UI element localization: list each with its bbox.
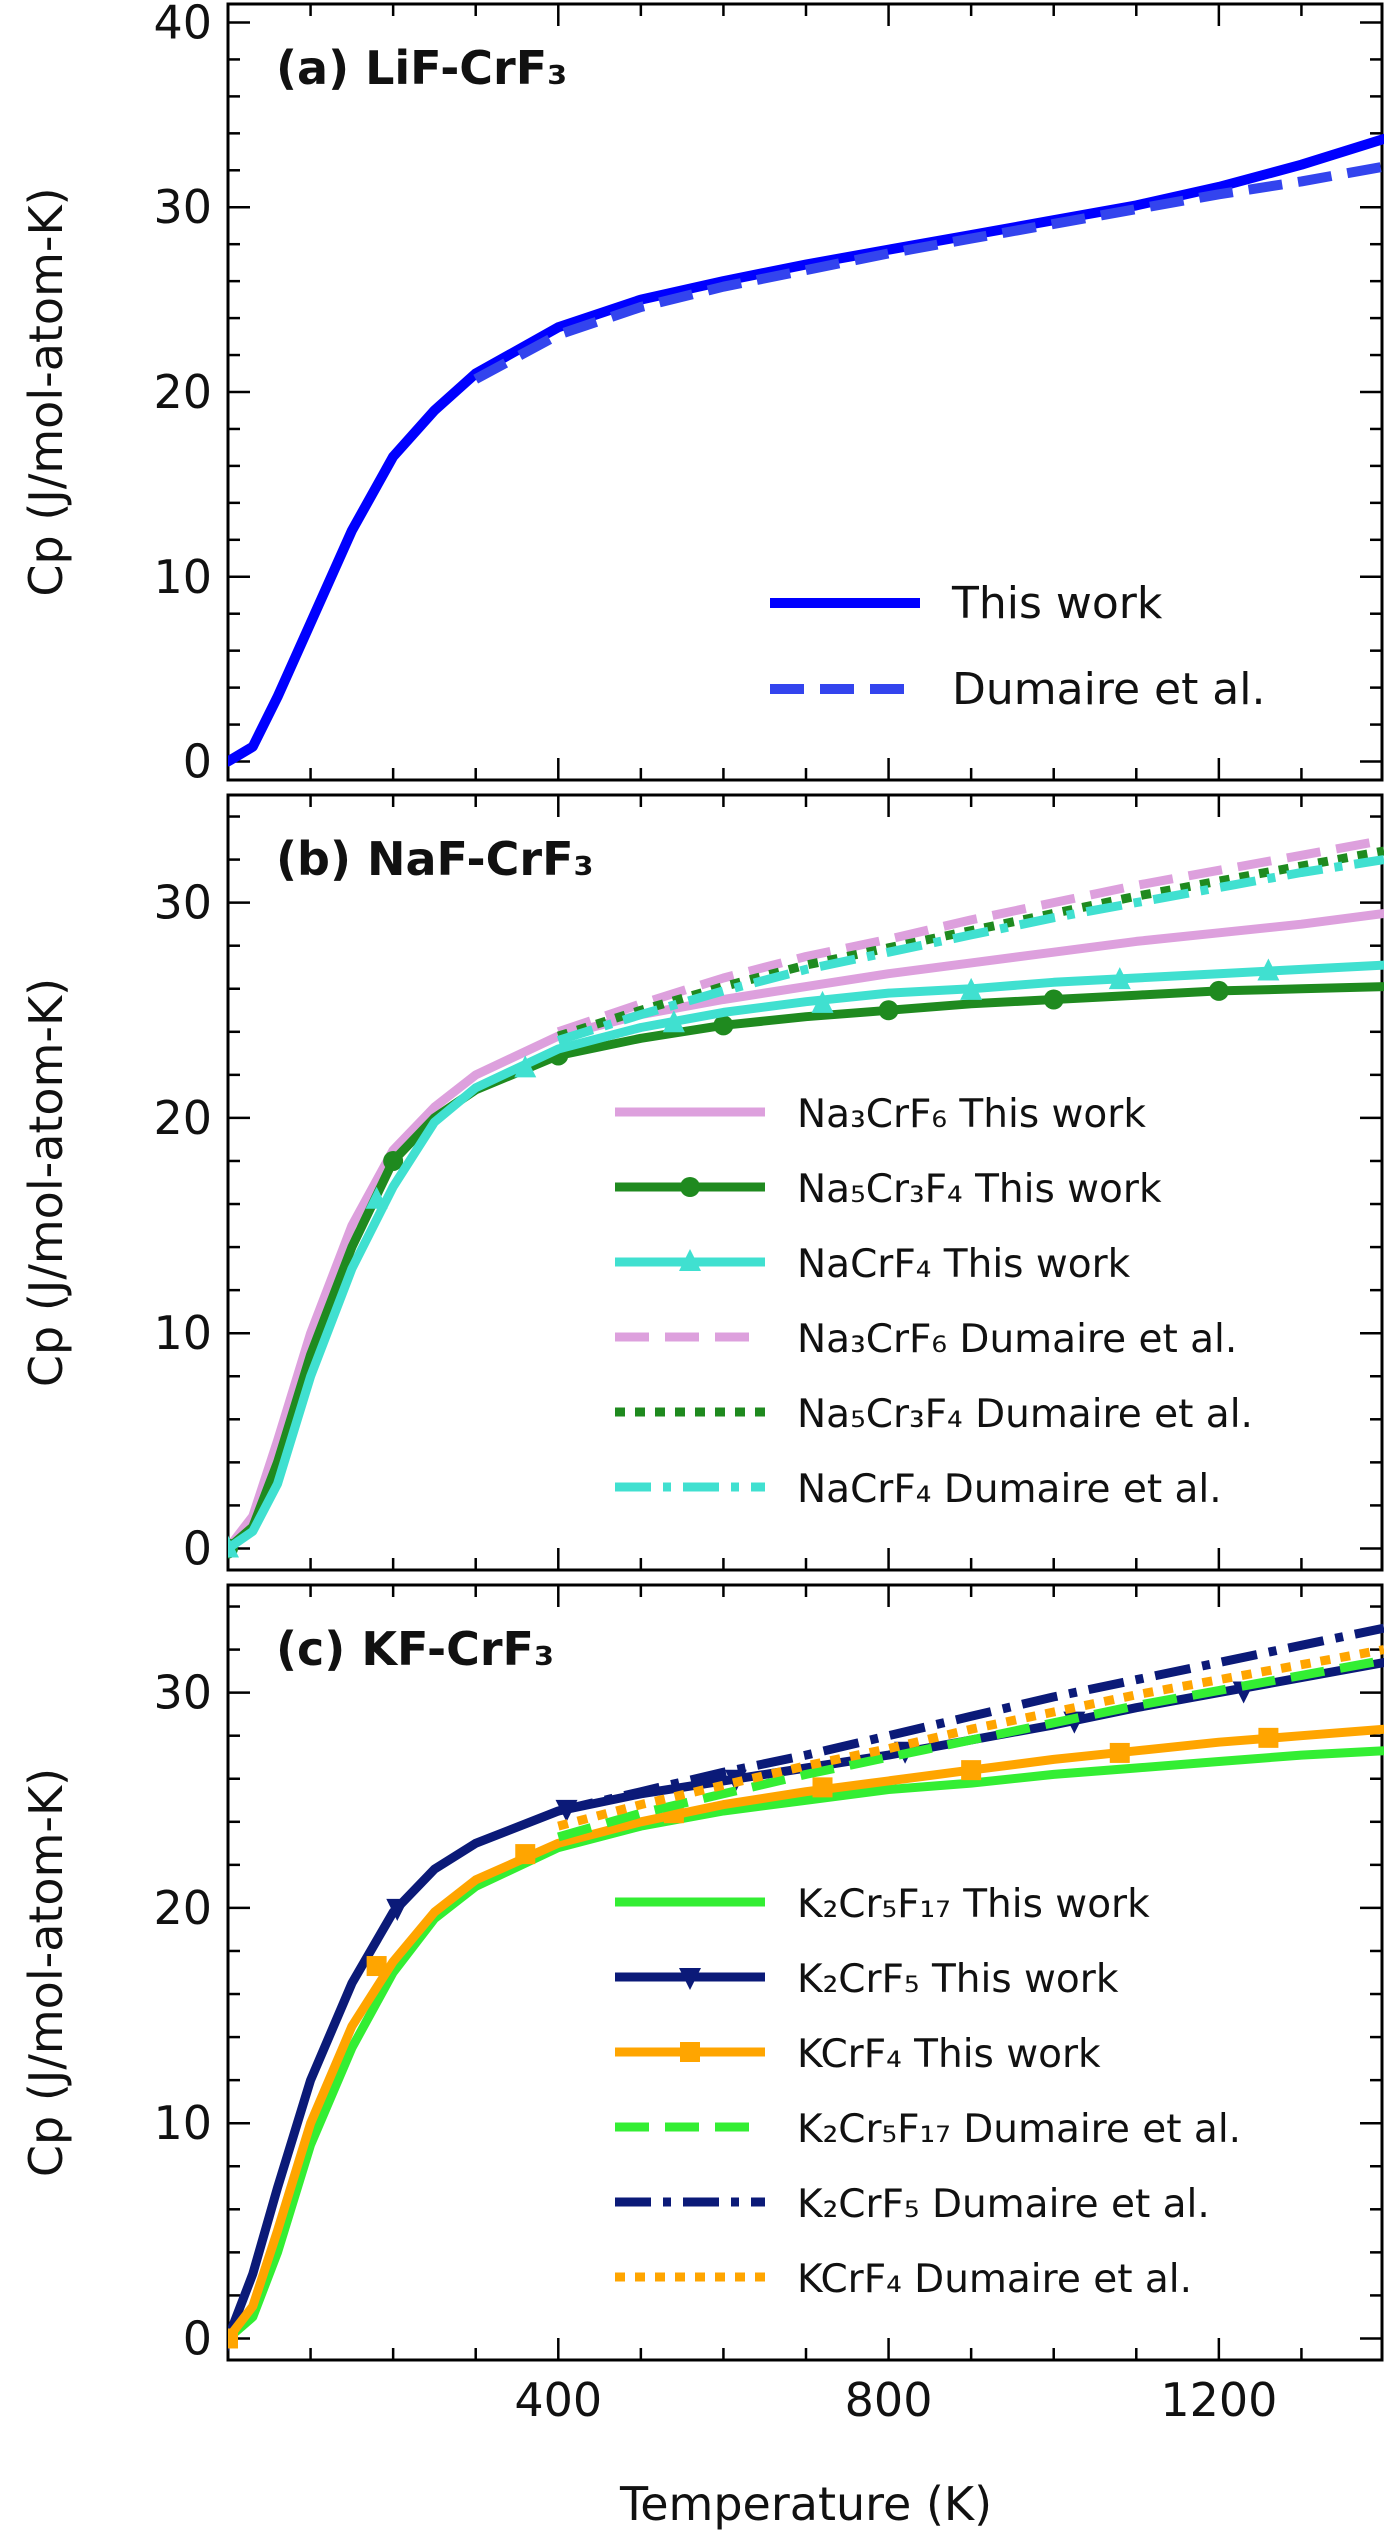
y-tick-label: 0 — [183, 735, 212, 789]
y-axis-title: Cp (J/mol-atom-K) — [19, 978, 73, 1387]
y-tick-label: 30 — [153, 1666, 212, 1720]
y-tick-label: 0 — [183, 2311, 212, 2365]
series-marker — [383, 1150, 404, 1171]
x-axis-title: Temperature (K) — [619, 2477, 992, 2531]
legend-label: This work — [951, 578, 1163, 629]
series-marker — [1043, 989, 1064, 1010]
series-marker — [1258, 1727, 1279, 1748]
series-line — [557, 1655, 1384, 1842]
series-marker — [960, 977, 983, 1000]
legend-label: Na₃CrF₆ This work — [797, 1092, 1146, 1137]
y-tick-label: 40 — [153, 0, 212, 49]
x-tick-label: 400 — [514, 2373, 602, 2427]
legend-label: KCrF₄ Dumaire et al. — [797, 2257, 1192, 2302]
panel-title: (b) NaF-CrF₃ — [276, 832, 594, 886]
series-marker — [1257, 958, 1280, 981]
series-group — [228, 835, 1384, 1559]
y-tick-label: 10 — [153, 1306, 212, 1360]
series-marker — [713, 1015, 734, 1036]
panel-title: (c) KF-CrF₃ — [276, 1622, 554, 1676]
panel-b: 0 10 20 30 Cp (J/mol-atom-K) (b) NaF-CrF₃ Na₃C… — [19, 793, 1384, 1575]
series-marker — [1208, 980, 1229, 1001]
series-group — [228, 1623, 1384, 2352]
series-line — [228, 960, 1384, 1553]
y-tick-label: 30 — [153, 180, 212, 234]
y-tick-label: 20 — [153, 1881, 212, 1935]
y-tick-label: 0 — [183, 1521, 212, 1575]
series-marker — [228, 2328, 238, 2349]
series-line — [473, 161, 1384, 384]
panel-a: 0 10 20 30 40 Cp (J/mol-atom-K) (a) LiF-CrF₃ Th… — [19, 0, 1384, 789]
series-marker — [514, 1055, 537, 1078]
legend-label: Dumaire et al. — [952, 664, 1265, 715]
legend-marker — [680, 1177, 700, 1197]
legend-label: K₂CrF₅ Dumaire et al. — [797, 2182, 1210, 2227]
series-line — [228, 908, 1384, 1553]
series-marker — [1108, 967, 1131, 990]
series-line — [228, 1724, 1384, 2343]
series-marker — [961, 1760, 982, 1781]
legend-label: Na₃CrF₆ Dumaire et al. — [797, 1317, 1237, 1362]
y-tick-label: 30 — [153, 876, 212, 930]
legend-label: Na₅Cr₃F₄ Dumaire et al. — [797, 1392, 1253, 1437]
series-marker — [878, 1000, 899, 1021]
y-tick-label: 10 — [153, 2096, 212, 2150]
panel-c: 400 800 1200 0 10 20 30 Cp (J/mol-atom-K) (c) KF… — [19, 1583, 1384, 2427]
legend-marker — [679, 1249, 701, 1271]
y-tick-label: 20 — [153, 365, 212, 419]
legend-label: K₂Cr₅F₁₇ This work — [797, 1882, 1150, 1927]
legend-marker — [680, 2042, 700, 2062]
panel-title: (a) LiF-CrF₃ — [276, 41, 567, 95]
legend-marker — [679, 1968, 701, 1990]
y-tick-label: 10 — [153, 550, 212, 604]
series-marker — [811, 990, 834, 1013]
x-tick-label: 1200 — [1160, 2373, 1277, 2427]
series-line — [557, 1623, 1384, 1816]
series-line — [557, 1645, 1384, 1831]
legend: This work Dumaire et al. — [770, 578, 1265, 715]
legend-label: K₂CrF₅ This work — [797, 1957, 1119, 2002]
x-tick-label: 800 — [845, 2373, 933, 2427]
series-group — [228, 133, 1384, 767]
series-marker — [812, 1777, 833, 1798]
series-line — [556, 855, 1384, 1045]
legend-label: K₂Cr₅F₁₇ Dumaire et al. — [797, 2107, 1241, 2152]
legend-label: Na₅Cr₃F₄ This work — [797, 1167, 1162, 1212]
series-marker — [515, 1844, 536, 1865]
legend-label: NaCrF₄ Dumaire et al. — [797, 1467, 1222, 1512]
y-axis-title: Cp (J/mol-atom-K) — [19, 187, 73, 596]
legend: Na₃CrF₆ This work Na₅Cr₃F₄ This work NaCrF… — [615, 1092, 1253, 1512]
series-line — [228, 133, 1384, 767]
series-marker — [662, 1010, 685, 1033]
series-line — [556, 835, 1384, 1037]
legend-label: NaCrF₄ This work — [797, 1242, 1131, 1287]
legend-label: KCrF₄ This work — [797, 2032, 1101, 2077]
series-marker — [365, 1186, 388, 1209]
y-axis-title: Cp (J/mol-atom-K) — [19, 1768, 73, 2177]
legend: K₂Cr₅F₁₇ This work K₂CrF₅ This work KCrF₄ … — [615, 1882, 1241, 2302]
series-marker — [1109, 1742, 1130, 1763]
y-tick-label: 20 — [153, 1091, 212, 1145]
series-marker — [366, 1956, 387, 1977]
series-marker — [386, 1898, 409, 1921]
series-marker — [228, 1535, 239, 1558]
series-line — [228, 982, 1384, 1553]
